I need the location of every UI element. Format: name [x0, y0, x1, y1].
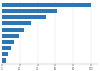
Bar	[2, 21, 31, 25]
Bar	[2, 28, 24, 32]
Bar	[2, 34, 19, 38]
Bar	[2, 52, 8, 56]
Bar	[2, 46, 11, 50]
Bar	[2, 15, 46, 19]
Bar	[2, 9, 57, 13]
Bar	[2, 59, 6, 62]
Bar	[2, 3, 91, 7]
Bar	[2, 40, 14, 44]
